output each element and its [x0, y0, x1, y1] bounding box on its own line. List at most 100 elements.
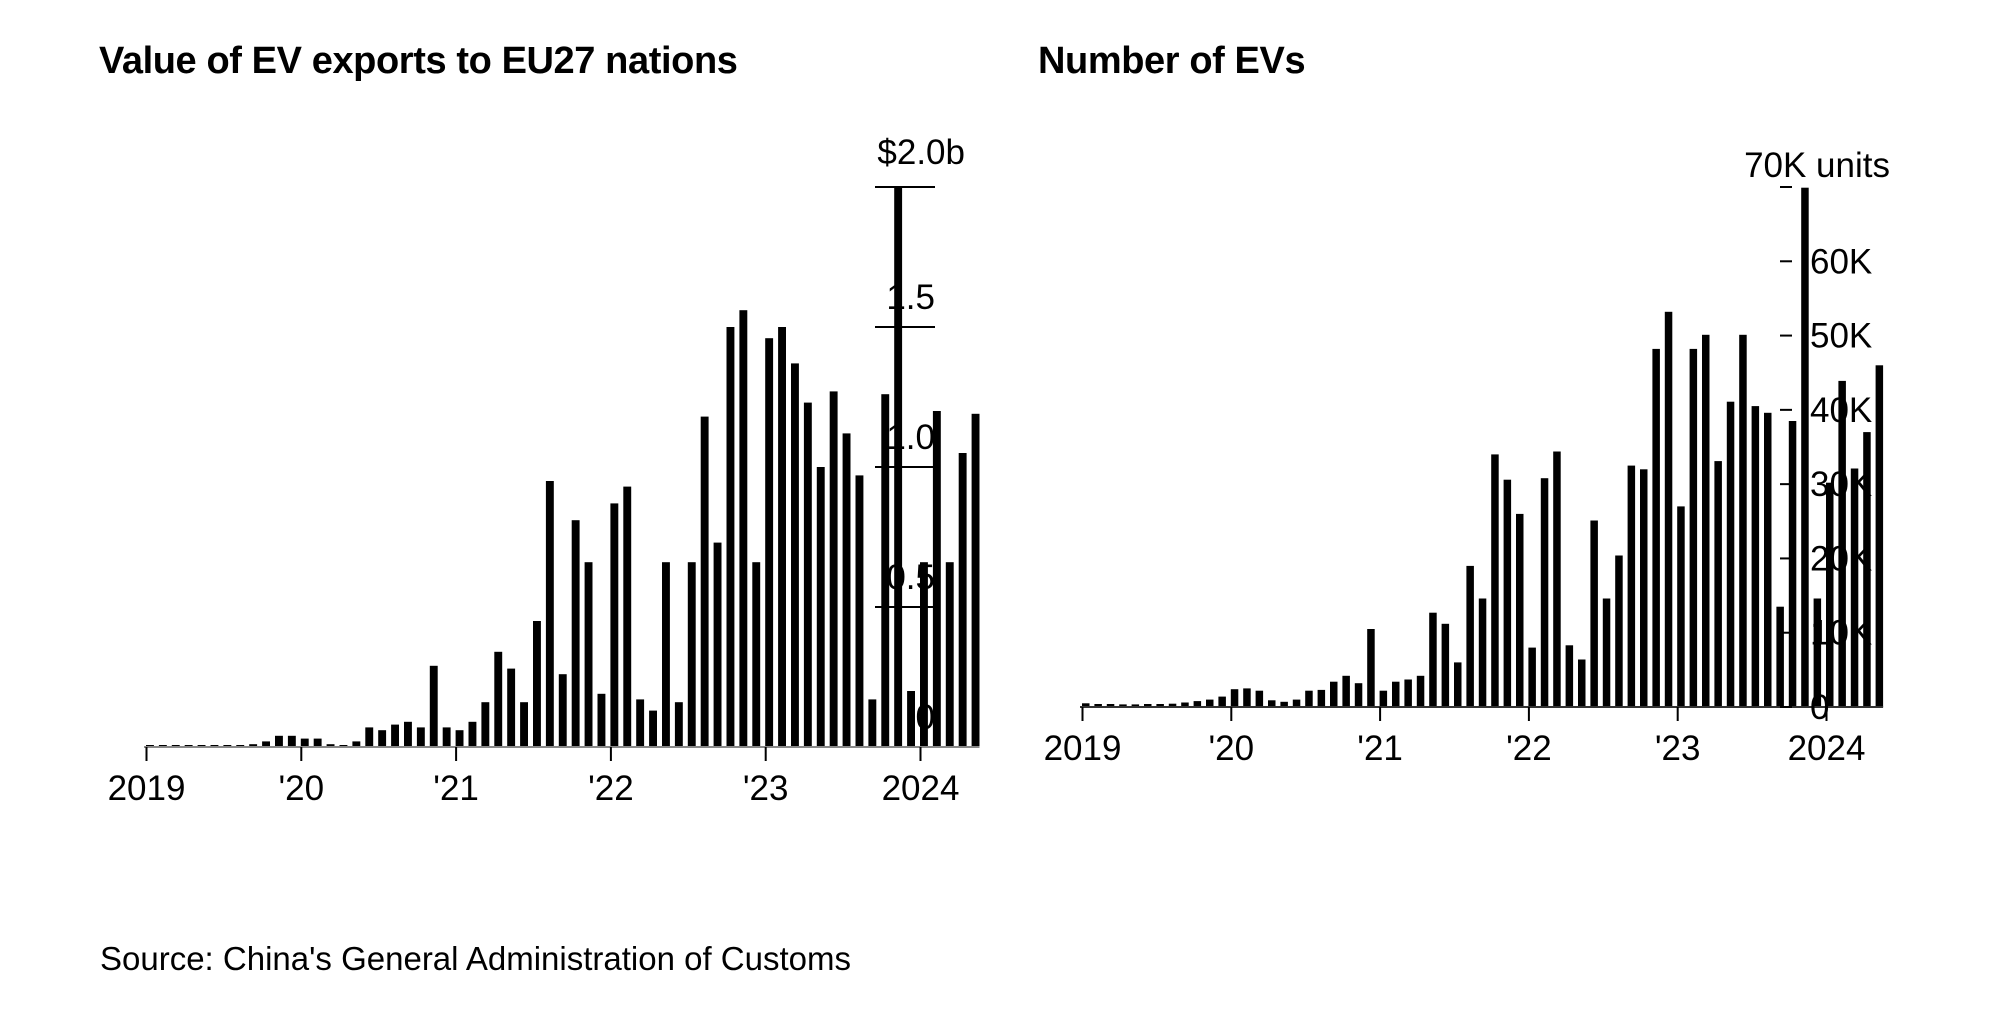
count-x-tick-label: '21: [1357, 729, 1403, 768]
count-bar: [1280, 701, 1288, 707]
count-y-tick-label: 10K: [1810, 614, 1872, 653]
count-bar: [1516, 513, 1524, 707]
count-bar: [1168, 703, 1177, 707]
value-bar: [249, 744, 258, 747]
value-bar: [855, 475, 864, 747]
count-bar: [1739, 334, 1747, 707]
count-bar: [1144, 704, 1152, 707]
value-bar: [287, 735, 296, 747]
value-bar: [700, 416, 709, 747]
count-bar: [1367, 629, 1375, 707]
value-bar: [623, 486, 632, 747]
source-note: Source: China's General Administration o…: [100, 940, 851, 977]
count-bar: [1082, 703, 1090, 707]
count-bar: [1404, 679, 1412, 707]
value-x-tick-label: 2024: [882, 769, 960, 808]
count-bar: [1392, 681, 1400, 707]
count-bar: [1726, 401, 1735, 707]
value-bar: [765, 338, 774, 747]
count-bar: [1714, 461, 1722, 707]
count-x-tick-label: 2019: [1044, 729, 1122, 768]
value-bar: [468, 721, 477, 747]
chart-ev-value: 2019 '20 '21 '22 '23 2024 0 0.5 1.0 1.5 $2.0b: [108, 133, 980, 808]
value-bar: [481, 702, 490, 747]
value-bar: [881, 394, 890, 747]
count-y-tick-label: 20K: [1810, 539, 1872, 578]
value-bar: [313, 738, 322, 747]
count-bar: [1354, 683, 1363, 707]
count-y-tick-label: 50K: [1810, 317, 1872, 356]
count-x-tick-label: '22: [1506, 729, 1552, 768]
value-y-tick-label: 1.5: [886, 278, 935, 317]
count-y-tick-label: 60K: [1810, 242, 1872, 281]
count-bar: [1590, 520, 1598, 707]
value-bar: [907, 691, 915, 747]
count-bar: [1441, 623, 1450, 707]
value-bar: [520, 702, 528, 747]
count-bar: [1764, 412, 1772, 707]
count-bar: [1156, 704, 1164, 707]
count-bar: [1305, 690, 1313, 707]
count-x-tick-label: 2024: [1788, 729, 1866, 768]
count-y-tick-label: 0: [1810, 688, 1829, 727]
value-y-tick-label: 0.5: [886, 558, 935, 597]
count-bar: [1181, 702, 1189, 707]
count-bar: [1788, 421, 1797, 707]
count-bar: [1094, 704, 1102, 707]
value-bar: [391, 724, 399, 747]
count-bar: [1119, 704, 1127, 707]
count-x-tick-label: '20: [1208, 729, 1254, 768]
value-bar: [507, 668, 516, 747]
count-bar: [1243, 688, 1251, 707]
value-bar: [932, 411, 941, 747]
count-bar: [1454, 662, 1462, 707]
value-bar: [842, 433, 851, 747]
value-bar: [442, 727, 451, 747]
count-bar: [1317, 689, 1326, 707]
count-bar: [1330, 681, 1338, 707]
value-x-tick-label: 2019: [108, 769, 186, 808]
count-bar: [1131, 704, 1140, 707]
count-bar: [1478, 598, 1487, 707]
value-bar: [778, 327, 786, 747]
value-x-tick-label: '21: [433, 769, 479, 808]
value-bar: [726, 327, 735, 747]
count-bar: [1503, 479, 1512, 707]
count-bar: [1826, 482, 1834, 707]
value-bar: [571, 520, 580, 747]
count-bar: [1429, 612, 1437, 707]
count-bar: [1838, 380, 1846, 707]
value-bar: [713, 542, 722, 747]
count-bar: [1602, 598, 1611, 707]
value-bar: [352, 741, 361, 747]
count-bar: [1689, 348, 1698, 707]
value-bar: [971, 413, 980, 747]
value-bar: [829, 391, 838, 747]
count-bar: [1342, 675, 1350, 707]
value-bar: [416, 727, 425, 747]
count-bar: [1578, 659, 1586, 707]
count-bar: [1751, 406, 1760, 707]
value-bar: [739, 310, 748, 747]
value-bar: [803, 402, 812, 747]
count-y-tick-label: 70K units: [1744, 146, 1890, 185]
count-bar: [1553, 451, 1561, 707]
value-bar: [262, 741, 270, 747]
count-bar: [1416, 675, 1425, 707]
count-bar: [1466, 565, 1474, 707]
value-x-tick-label: '23: [743, 769, 789, 808]
value-bar: [494, 651, 503, 747]
count-bar: [1491, 454, 1499, 707]
value-bar: [920, 562, 928, 747]
count-x-tick-label: '23: [1655, 729, 1701, 768]
count-bar: [1640, 469, 1648, 707]
value-bar: [674, 702, 683, 747]
value-bar: [404, 721, 412, 747]
count-bar: [1850, 468, 1859, 707]
value-bar: [275, 735, 283, 747]
value-y-tick-label: 0: [916, 698, 935, 737]
count-bar: [1193, 701, 1202, 707]
count-bar: [1268, 700, 1276, 707]
value-bar: [945, 562, 954, 747]
